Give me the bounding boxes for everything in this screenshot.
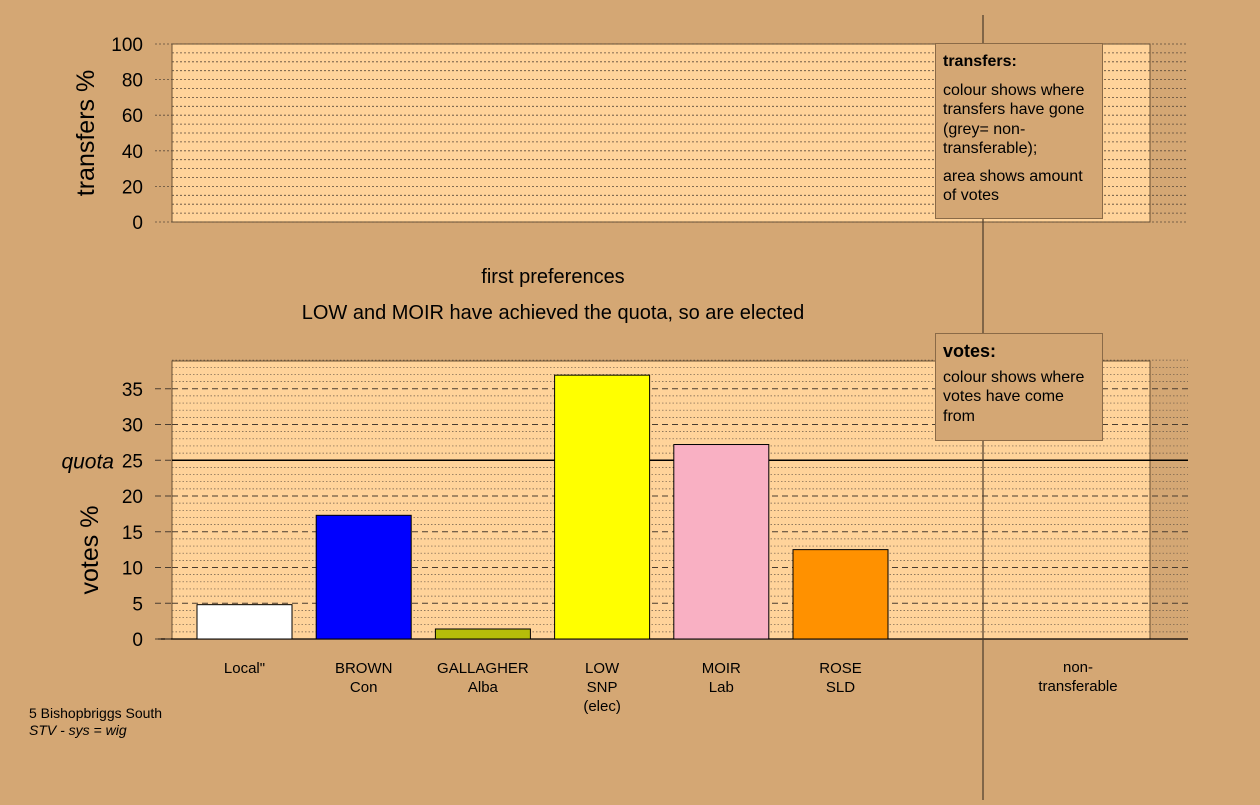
category-label: SLD: [826, 679, 855, 696]
votes-tick-label: 25: [122, 451, 143, 472]
votes-tick-label: 10: [122, 559, 143, 580]
bar-moir: [673, 444, 770, 640]
votes-axis-label: votes %: [76, 506, 104, 595]
votes-tick-label: 5: [132, 594, 143, 615]
transfers-tick-label: 80: [122, 71, 143, 92]
chart-subtitle: LOW and MOIR have achieved the quota, so…: [302, 302, 805, 324]
votes-tick-label: 0: [132, 630, 143, 651]
transfers-legend-title: transfers:: [943, 53, 1017, 70]
transfers-axis-label: transfers %: [72, 70, 100, 196]
transfers-tick-label: 20: [122, 177, 143, 198]
transfers-tick-label: 40: [122, 142, 143, 163]
bar-low: [554, 374, 651, 640]
transfers-legend: transfers: colour shows where transfers …: [935, 43, 1103, 219]
votes-tick-label: 15: [122, 523, 143, 544]
category-label: Con: [350, 679, 378, 696]
transfers-legend-text1: colour shows where transfers have gone (…: [943, 81, 1085, 158]
votes-tick-label: 20: [122, 487, 143, 508]
votes-legend-title: votes:: [943, 341, 997, 361]
bar-gallagher: [434, 628, 531, 640]
transfers-legend-text2: area shows amount of votes: [943, 167, 1083, 205]
category-label: Lab: [709, 679, 734, 696]
transfers-tick-label: 0: [132, 213, 143, 234]
quota-label: quota: [61, 450, 114, 473]
category-label: BROWN: [335, 660, 393, 677]
category-label: (elec): [583, 698, 621, 715]
bar-local: [196, 604, 293, 640]
category-label: Alba: [468, 679, 499, 696]
chart-title: first preferences: [481, 266, 624, 288]
category-label: Local": [224, 660, 265, 677]
category-label: SNP: [587, 679, 618, 696]
category-label: GALLAGHER: [437, 660, 529, 677]
footer-place: 5 Bishopbriggs South: [29, 705, 163, 721]
category-label: MOIR: [702, 660, 741, 677]
transfers-tick-label: 100: [111, 35, 143, 56]
transfers-tick-label: 60: [122, 106, 143, 127]
bar-rose: [792, 549, 889, 640]
votes-tick-label: 35: [122, 380, 143, 401]
votes-legend: votes: colour shows where votes have com…: [935, 333, 1103, 441]
nontransferable-label: transferable: [1038, 678, 1117, 695]
footer-system: STV - sys = wig: [29, 722, 127, 738]
votes-legend-text1: colour shows where votes have come from: [943, 368, 1085, 425]
bar-brown: [315, 514, 412, 640]
category-label: ROSE: [819, 660, 862, 677]
category-label: LOW: [585, 660, 620, 677]
nontransferable-label: non-: [1063, 659, 1093, 676]
votes-tick-label: 30: [122, 416, 143, 437]
